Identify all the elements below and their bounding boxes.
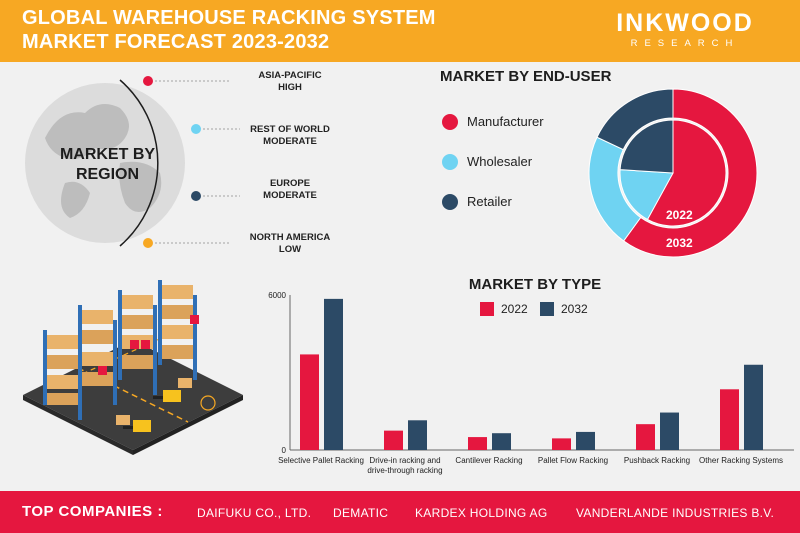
donut-year-inner: 2022 — [666, 208, 693, 222]
legend-label-wholesaler: Wholesaler — [467, 154, 533, 169]
region-level: MODERATE — [263, 190, 317, 201]
bar-2032-1 — [408, 420, 427, 450]
top-companies-label: TOP COMPANIES : — [22, 503, 163, 520]
legend-box-2022 — [480, 302, 494, 316]
header-banner — [0, 0, 800, 62]
bar-2022-5 — [720, 389, 739, 450]
end-user-title: MARKET BY END-USER — [440, 68, 612, 85]
type-title: MARKET BY TYPE — [468, 276, 602, 293]
y-tick-label: 6000 — [268, 291, 286, 300]
bar-2032-4 — [660, 412, 679, 450]
donut-slice-2032-manufacturer — [622, 88, 758, 258]
bar-2032-2 — [492, 433, 511, 450]
bar-2022-1 — [384, 430, 403, 450]
legend-label-manufacturer: Manufacturer — [467, 114, 544, 129]
region-label-rest-of-world: REST OF WORLD MODERATE — [230, 124, 350, 148]
donut-year-outer: 2032 — [666, 236, 693, 250]
category-label-0: Selective Pallet Racking — [278, 456, 364, 465]
donut-slice-2022-manufacturer — [646, 119, 727, 227]
region-name: ASIA-PACIFIC — [258, 70, 322, 81]
type-bar-chart: 0 6000 — [268, 291, 794, 455]
category-label-3: Pallet Flow Racking — [537, 456, 609, 465]
company-dematic: DEMATIC — [333, 506, 389, 520]
category-label-1: Drive-in racking and drive-through racki… — [367, 456, 443, 475]
region-label-asia-pacific: ASIA-PACIFIC HIGH — [230, 70, 350, 94]
logo-main-text: INKWOOD — [616, 9, 754, 37]
legend-label-2022: 2022 — [501, 302, 528, 316]
category-label-2: Cantilever Racking — [455, 456, 523, 465]
region-level: MODERATE — [263, 136, 317, 147]
region-title-line-2: REGION — [75, 166, 140, 183]
donut-slice-2032-retailer — [596, 88, 674, 151]
legend-label-retailer: Retailer — [467, 194, 512, 209]
warehouse-illustration — [23, 280, 243, 455]
category-label-4: Pushback Racking — [623, 456, 691, 465]
region-name: EUROPE — [269, 178, 311, 189]
region-dot-rest-of-world — [191, 124, 201, 134]
bar-2022-0 — [300, 354, 319, 450]
region-label-north-america: NORTH AMERICA LOW — [230, 232, 350, 256]
category-label-5: Other Racking Systems — [698, 456, 784, 465]
footer-banner — [0, 491, 800, 533]
region-dot-north-america — [143, 238, 153, 248]
globe-icon — [25, 76, 240, 248]
company-kardex: KARDEX HOLDING AG — [415, 506, 548, 520]
region-name: REST OF WORLD — [250, 124, 330, 135]
legend-box-2032 — [540, 302, 554, 316]
region-level: LOW — [278, 244, 302, 255]
region-title-line-1: MARKET BY — [59, 146, 156, 163]
region-title: MARKET BY REGION — [40, 145, 175, 185]
legend-label-2032: 2032 — [561, 302, 588, 316]
region-label-europe: EUROPE MODERATE — [230, 178, 350, 202]
company-logo: INKWOOD RESEARCH — [590, 10, 780, 49]
page-title: GLOBAL WAREHOUSE RACKING SYSTEM MARKET F… — [22, 6, 542, 54]
region-dot-europe — [191, 191, 201, 201]
title-line-2: MARKET FORECAST 2023-2032 — [22, 31, 330, 53]
region-name: NORTH AMERICA — [249, 232, 331, 243]
bar-2022-3 — [552, 438, 571, 450]
bar-2032-5 — [744, 364, 763, 450]
bar-2022-2 — [468, 437, 487, 450]
bar-2032-0 — [324, 298, 343, 450]
legend-dot-manufacturer — [442, 114, 458, 130]
end-user-donut-chart — [588, 88, 758, 258]
company-daifuku: DAIFUKU CO., LTD. — [197, 506, 312, 520]
bar-2032-3 — [576, 431, 595, 450]
region-level: HIGH — [278, 82, 302, 93]
y-tick-label: 0 — [282, 446, 287, 455]
logo-sub-text: RESEARCH — [630, 38, 740, 49]
donut-slice-2022-retailer — [619, 119, 674, 174]
bar-2022-4 — [636, 424, 655, 450]
legend-dot-wholesaler — [442, 154, 458, 170]
region-dot-asia-pacific — [143, 76, 153, 86]
title-line-1: GLOBAL WAREHOUSE RACKING SYSTEM — [22, 7, 436, 29]
company-vanderlande: VANDERLANDE INDUSTRIES B.V. — [576, 506, 775, 520]
legend-dot-retailer — [442, 194, 458, 210]
